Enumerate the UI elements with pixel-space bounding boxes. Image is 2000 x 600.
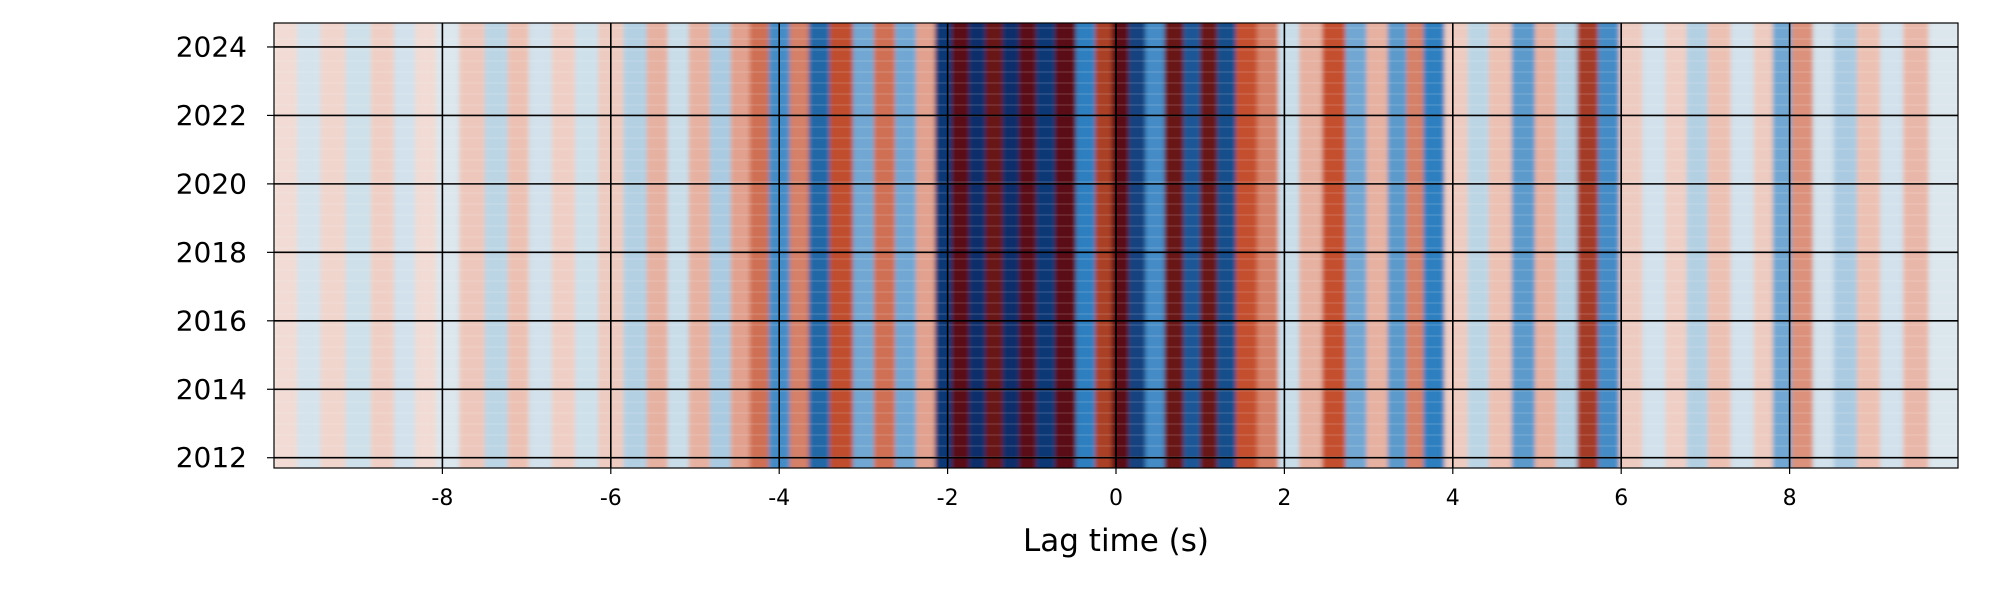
heatmap-band	[1812, 23, 1835, 468]
heatmap-band	[852, 23, 875, 468]
heatmap-band	[1642, 23, 1667, 468]
heatmap-band	[551, 23, 576, 468]
heatmap-band	[688, 23, 711, 468]
heatmap-band	[709, 23, 732, 468]
heatmap-band	[951, 23, 970, 468]
heatmap-band	[646, 23, 669, 468]
heatmap-band	[320, 23, 347, 468]
heatmap-band	[1076, 23, 1096, 468]
heatmap-band	[1665, 23, 1688, 468]
heatmap-band	[1928, 23, 1958, 468]
x-tick-label: -2	[937, 486, 959, 511]
x-tick-label: 6	[1614, 486, 1628, 511]
heatmap-band	[1406, 23, 1424, 468]
heatmap-band	[1576, 23, 1599, 468]
heatmap-band	[1423, 23, 1445, 468]
plot-area	[274, 23, 1958, 468]
heatmap-band	[484, 23, 509, 468]
heatmap-band	[1299, 23, 1323, 468]
heatmap-band	[1619, 23, 1643, 468]
heatmap-band	[1054, 23, 1077, 468]
heatmap-band	[1183, 23, 1201, 468]
x-tick-label: -4	[768, 486, 790, 511]
x-axis-label: Lag time (s)	[1023, 523, 1209, 559]
y-tick-label: 2020	[176, 167, 247, 200]
heatmap-band	[1164, 23, 1184, 468]
heatmap-band	[415, 23, 437, 468]
heatmap-band	[297, 23, 321, 468]
grid-lines	[274, 23, 1958, 468]
y-tick-label: 2024	[176, 30, 247, 63]
x-tick-label: -8	[431, 486, 453, 511]
x-tick-label: -6	[600, 486, 622, 511]
x-tick-label: 0	[1109, 486, 1123, 511]
x-tick-label: 4	[1446, 486, 1460, 511]
heatmap-bands	[274, 23, 1958, 468]
heatmap-band	[1488, 23, 1513, 468]
y-axis-ticks: 2012 2014 2016 2018 2020 2022 2024	[176, 30, 274, 474]
heatmap-band	[507, 23, 530, 468]
heatmap-band	[1856, 23, 1881, 468]
heatmap-band	[393, 23, 416, 468]
heatmap-band	[1511, 23, 1536, 468]
y-tick-label: 2022	[176, 99, 247, 132]
heatmap-band	[808, 23, 831, 468]
heatmap-band	[1707, 23, 1732, 468]
heatmap-band	[1598, 23, 1620, 468]
heatmap-band	[1094, 23, 1113, 468]
heatmap-band	[829, 23, 854, 468]
heatmap-band	[1880, 23, 1904, 468]
heatmap-band	[1753, 23, 1774, 468]
heatmap-band	[575, 23, 599, 468]
heatmap-band	[1467, 23, 1490, 468]
heatmap-band	[1235, 23, 1258, 468]
heatmap-band	[916, 23, 936, 468]
heatmap-band	[873, 23, 896, 468]
x-axis-ticks: -8 -6 -4 -2 0 2 4 6 8	[431, 468, 1797, 511]
heatmap-band	[985, 23, 1003, 468]
heatmap-band	[1366, 23, 1389, 468]
heatmap-band	[1903, 23, 1930, 468]
heatmap-band	[1217, 23, 1237, 468]
heatmap-band	[1200, 23, 1218, 468]
heatmap-band	[1278, 23, 1300, 468]
heatmap-band	[1791, 23, 1814, 468]
heatmap-band	[1730, 23, 1755, 468]
heatmap-band	[1555, 23, 1578, 468]
heatmap-band	[1322, 23, 1347, 468]
heatmap-band	[1772, 23, 1793, 468]
heatmap-band	[274, 23, 298, 468]
heatmap-band	[1257, 23, 1279, 468]
heatmap-band	[1686, 23, 1709, 468]
heatmap-band	[1145, 23, 1166, 468]
heatmap-band	[345, 23, 372, 468]
x-tick-label: 8	[1783, 486, 1797, 511]
heatmap-band	[894, 23, 917, 468]
x-tick-label: 2	[1277, 486, 1291, 511]
y-tick-label: 2016	[176, 304, 247, 337]
heatmap-band	[789, 23, 810, 468]
y-tick-label: 2018	[176, 236, 247, 269]
heatmap-band	[1036, 23, 1056, 468]
heatmap-band	[623, 23, 648, 468]
heatmap-band	[1444, 23, 1469, 468]
heatmap-band	[1387, 23, 1408, 468]
heatmap-band	[1534, 23, 1557, 468]
heatmap-band	[459, 23, 486, 468]
heatmap-band	[968, 23, 987, 468]
heatmap-band	[370, 23, 395, 468]
heatmap-band	[667, 23, 690, 468]
heatmap-band	[1833, 23, 1858, 468]
heatmap-band	[1128, 23, 1147, 468]
heatmap-band	[1345, 23, 1368, 468]
heatmap-band	[749, 23, 770, 468]
y-tick-label: 2012	[176, 441, 247, 474]
heatmap-band	[528, 23, 553, 468]
heatmap-band	[730, 23, 751, 468]
heatmap-band	[1019, 23, 1037, 468]
heatmap-band	[1002, 23, 1020, 468]
y-tick-label: 2014	[176, 373, 247, 406]
